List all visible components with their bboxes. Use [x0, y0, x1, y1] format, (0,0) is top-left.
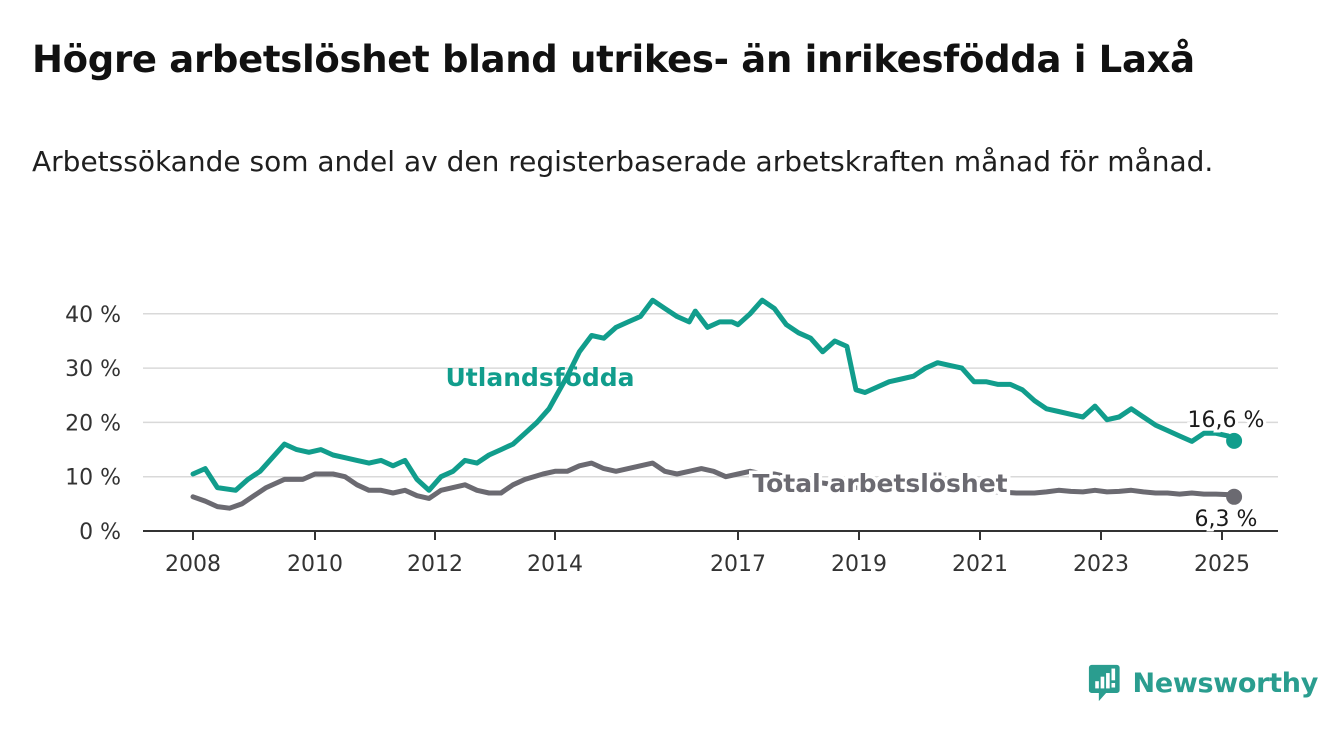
x-tick-label: 2010 [287, 552, 343, 577]
y-tick-label: 30 % [65, 357, 121, 382]
chart-title: Högre arbetslöshet bland utrikes- än inr… [32, 38, 1195, 81]
brand-name: Newsworthy [1132, 667, 1319, 699]
x-tick-label: 2019 [831, 552, 887, 577]
series-line-total [190, 460, 1237, 511]
end-value-total: 6,3 % [1195, 507, 1258, 532]
y-tick-label: 0 % [79, 520, 121, 545]
end-value-utlandsfodda: 16,6 % [1188, 408, 1265, 433]
x-tick-label: 2012 [407, 552, 463, 577]
x-axis: 2008 2010 2012 2014 2017 2019 2021 2023 2025 [165, 531, 1250, 577]
y-tick-label: 10 % [65, 466, 121, 491]
y-axis: 0 % 10 % 20 % 30 % 40 % [65, 303, 121, 545]
series-labels: Utlandsfödda Total arbetslöshet 16,6 % 6,3 … [446, 363, 1268, 535]
x-tick-label: 2017 [710, 552, 766, 577]
series-lines [190, 297, 1243, 511]
y-tick-label: 40 % [65, 303, 121, 328]
newsworthy-icon [1088, 664, 1120, 702]
x-tick-label: 2025 [1194, 552, 1250, 577]
end-point-total [1226, 488, 1243, 505]
y-tick-label: 20 % [65, 411, 121, 436]
newsworthy-logo: Newsworthy [1088, 660, 1318, 706]
series-label-total: Total arbetslöshet [752, 469, 1007, 498]
chart-subtitle: Arbetssökande som andel av den registerb… [32, 145, 1214, 178]
x-tick-label: 2023 [1073, 552, 1129, 577]
series-label-utlandsfodda: Utlandsfödda [446, 363, 635, 392]
x-tick-label: 2021 [952, 552, 1008, 577]
series-line-utlandsfodda [190, 297, 1237, 493]
end-point-utlandsfodda [1226, 432, 1243, 449]
x-tick-label: 2008 [165, 552, 221, 577]
x-tick-label: 2014 [527, 552, 583, 577]
grid-lines [143, 313, 1278, 532]
